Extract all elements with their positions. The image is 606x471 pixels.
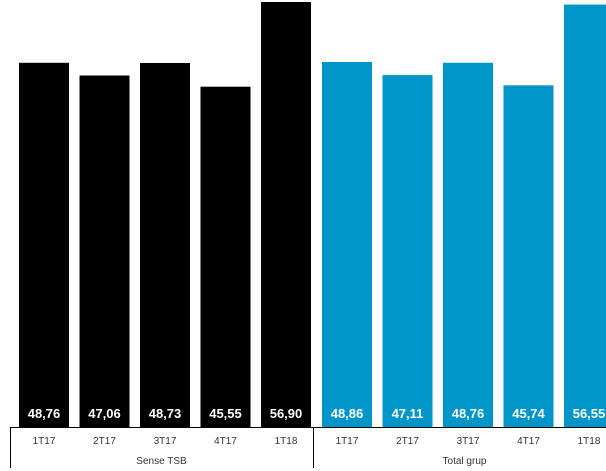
bar-sense-tsb-2t17 [79,75,130,427]
category-tick-label: 1T18 [275,436,298,447]
category-tick-label: 3T17 [457,436,480,447]
tick-labels-layer: 1T17 2T17 3T17 4T17 1T18 1T17 2T17 3T17 4T17 1T18 [33,436,601,447]
group-labels-layer: Sense TSB Total grup [136,456,487,467]
bar-value-label: 47,06 [88,406,121,421]
bar-value-label: 45,55 [209,406,242,421]
bar-total-grup-4t17 [503,85,554,428]
category-tick-label: 1T17 [336,436,359,447]
bar-sense-tsb-3t17 [140,63,190,427]
bar-sense-tsb-1t18 [261,2,311,427]
category-axis [10,427,606,468]
group-label: Total grup [443,456,487,467]
category-tick-label: 1T18 [578,436,601,447]
bar-sense-tsb-1t17 [19,62,69,428]
bars-layer [19,2,606,428]
bar-sense-tsb-4t17 [200,86,251,427]
bar-value-label: 48,76 [28,406,61,421]
category-tick-label: 4T17 [517,436,540,447]
bar-total-grup-1t17 [322,62,372,427]
bar-value-label: 56,90 [270,406,303,421]
category-tick-label: 1T17 [33,436,56,447]
category-tick-label: 2T17 [93,436,116,447]
bar-total-grup-3t17 [443,62,493,428]
bar-value-label: 48,76 [452,406,485,421]
bar-total-grup-2t17 [382,75,433,427]
category-tick-label: 4T17 [214,436,237,447]
bar-value-label: 48,73 [149,406,182,421]
bar-value-label: 45,74 [512,406,545,421]
bar-value-label: 47,11 [392,406,424,421]
group-label: Sense TSB [136,456,187,467]
bar-value-label: 48,86 [331,406,364,421]
bar-value-label: 56,55 [573,406,606,421]
bar-total-grup-1t18 [564,4,606,427]
category-tick-label: 2T17 [396,436,419,447]
category-tick-label: 3T17 [154,436,177,447]
bar-labels-layer: 48,76 47,06 48,73 45,55 56,90 48,86 47,11 48,76… [28,406,606,421]
